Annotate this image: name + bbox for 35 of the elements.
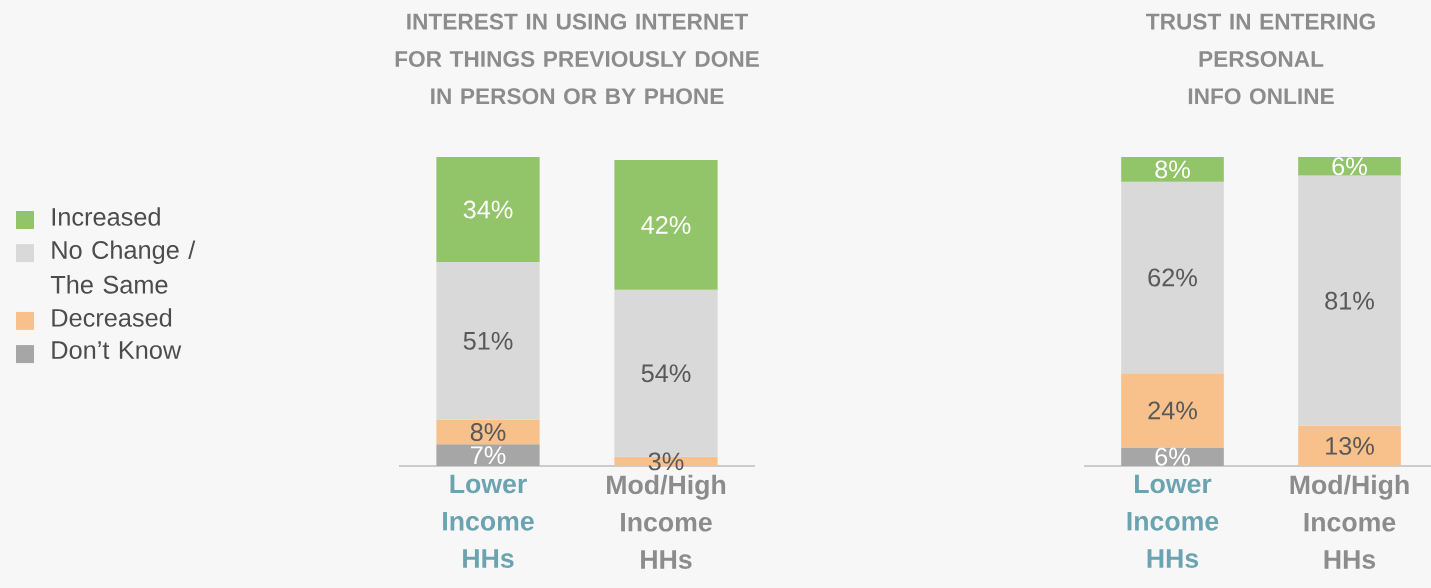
- data-label: 62%: [1148, 268, 1197, 287]
- bar: [1121, 373, 1224, 448]
- data-label: 8%: [1155, 160, 1190, 179]
- bar: [614, 160, 718, 290]
- bar: [1121, 156, 1224, 182]
- bar: [1298, 175, 1401, 426]
- x-tick-label: Mod/High Income HHs: [1290, 474, 1409, 569]
- bar: [1298, 425, 1401, 466]
- data-label: 34%: [463, 200, 513, 219]
- data-label: 13%: [1326, 436, 1374, 455]
- legend-label: Increased: [52, 207, 160, 226]
- data-label: 6%: [1155, 447, 1190, 466]
- data-label: 6%: [1332, 157, 1367, 176]
- x-tick-label: Lower Income HHs: [1127, 474, 1219, 568]
- data-label: 42%: [641, 216, 691, 234]
- x-tick-label: Lower Income HHs: [443, 474, 534, 568]
- data-label: 81%: [1325, 291, 1374, 310]
- bar: [1298, 156, 1401, 176]
- data-label: 8%: [470, 423, 506, 441]
- bar: [436, 262, 540, 420]
- legend-label: Decreased: [52, 308, 172, 327]
- bar: [436, 444, 540, 466]
- data-label: 54%: [641, 364, 691, 383]
- bar: [436, 156, 540, 263]
- data-label: 7%: [471, 446, 506, 465]
- legend-label: Don’t Know: [52, 341, 182, 360]
- chart-title: INTEREST IN USING INTERNET FOR THINGS PREVIOUSLY DONE IN PERSON OR BY PHONE: [395, 13, 759, 105]
- data-label: 3%: [648, 452, 684, 471]
- chart-title: TRUST IN ENTERING PERSONAL INFO ONLINE: [1146, 13, 1375, 105]
- bar: [1121, 447, 1224, 466]
- x-tick-label: Mod/High Income HHs: [607, 474, 726, 569]
- data-label: 51%: [463, 331, 513, 350]
- bar: [1121, 181, 1224, 374]
- legend-label: No Change / The Same: [50, 240, 196, 294]
- data-label: 24%: [1148, 401, 1197, 420]
